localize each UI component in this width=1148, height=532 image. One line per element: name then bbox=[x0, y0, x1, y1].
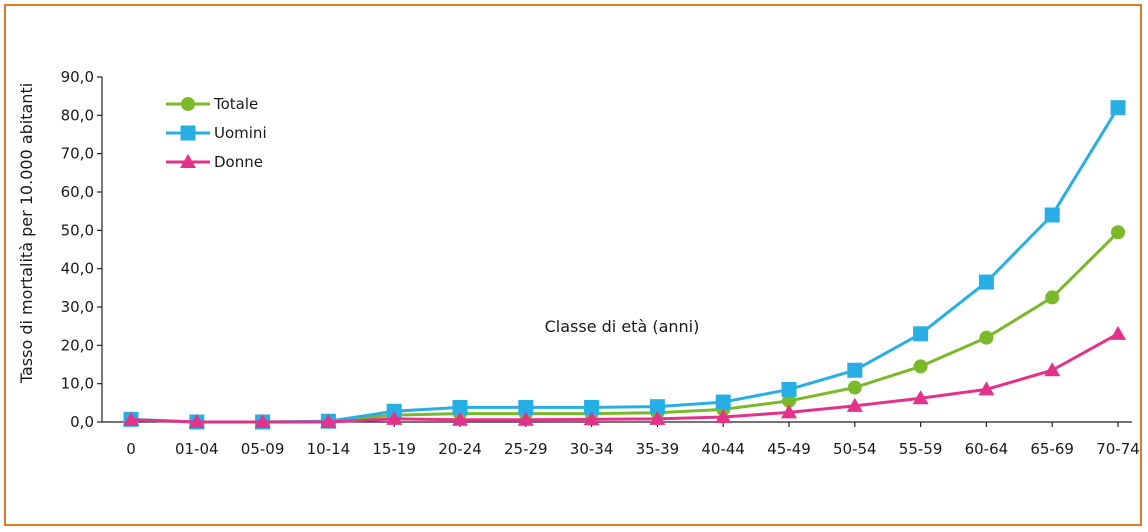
data-point bbox=[782, 393, 796, 408]
data-point bbox=[1045, 290, 1060, 305]
x-tick-label: 20-24 bbox=[438, 440, 482, 458]
y-tick-label: 80,0 bbox=[61, 106, 94, 124]
data-point bbox=[978, 381, 995, 396]
y-tick-label: 10,0 bbox=[61, 375, 94, 393]
data-point bbox=[188, 414, 205, 428]
y-tick-label: 30,0 bbox=[61, 298, 94, 316]
x-tick-label: 35-39 bbox=[636, 440, 680, 458]
chart-frame: 0,0 10,0 20,0 30,0 40,0 50,0 60,0 70,0 80,0 90,0 … bbox=[4, 4, 1142, 526]
data-point bbox=[649, 399, 665, 415]
data-point bbox=[518, 399, 534, 415]
data-point bbox=[320, 414, 337, 428]
legend-item-totale: Totale bbox=[166, 95, 258, 113]
legend-label: Totale bbox=[213, 95, 258, 113]
legend-item-uomini: Uomini bbox=[166, 124, 267, 142]
x-tick-label: 55-59 bbox=[899, 440, 943, 458]
x-tick-label: 05-09 bbox=[241, 440, 285, 458]
series-line bbox=[130, 106, 1120, 424]
x-tick-label: 70-74 bbox=[1096, 440, 1140, 458]
y-tick-label: 50,0 bbox=[61, 221, 94, 239]
data-point bbox=[715, 409, 732, 424]
series-uomini bbox=[123, 100, 1126, 430]
x-tick-label: 15-19 bbox=[372, 440, 416, 458]
series-layer bbox=[123, 100, 1126, 430]
data-point bbox=[847, 362, 863, 378]
x-axis-title: Classe di età (anni) bbox=[545, 317, 700, 336]
x-tick-label: 30-34 bbox=[570, 440, 614, 458]
data-point bbox=[847, 380, 862, 395]
y-axis-ticks: 0,0 10,0 20,0 30,0 40,0 50,0 60,0 70,0 80,0 90,0 bbox=[61, 68, 102, 431]
data-point bbox=[781, 381, 797, 397]
x-tick-label: 25-29 bbox=[504, 440, 548, 458]
data-point bbox=[1044, 362, 1061, 377]
data-point bbox=[1044, 207, 1060, 223]
line-chart: 0,010,020,030,040,050,060,070,080,090,0 … bbox=[17, 68, 1140, 458]
data-point bbox=[254, 414, 271, 428]
series-donne bbox=[123, 325, 1126, 428]
data-point bbox=[979, 330, 994, 345]
data-point bbox=[583, 411, 600, 426]
data-point bbox=[1111, 225, 1125, 240]
data-point bbox=[517, 411, 534, 426]
x-tick-label: 50-54 bbox=[833, 440, 877, 458]
x-tick-label: 0 bbox=[126, 440, 136, 458]
data-point bbox=[978, 274, 994, 290]
data-point bbox=[1110, 100, 1126, 116]
x-tick-label: 65-69 bbox=[1030, 440, 1074, 458]
legend-label: Donne bbox=[214, 153, 263, 171]
x-tick-label: 45-49 bbox=[767, 440, 811, 458]
x-axis-ticks: 0 01-04 05-09 10-14 15-19 20-24 25-29 30-34 35-3… bbox=[126, 422, 1140, 458]
data-point bbox=[452, 399, 468, 415]
data-point bbox=[846, 397, 863, 412]
data-point bbox=[913, 359, 928, 374]
series-line bbox=[130, 332, 1119, 424]
data-point bbox=[123, 411, 139, 426]
legend-item-donne: Donne bbox=[166, 153, 263, 171]
data-point bbox=[649, 410, 666, 425]
data-point bbox=[913, 326, 929, 342]
x-tick-label: 40-44 bbox=[701, 440, 745, 458]
legend-swatch-marker bbox=[180, 125, 196, 141]
legend-swatch-marker bbox=[181, 97, 195, 111]
y-axis-title: Tasso di mortalità per 10.000 abitanti bbox=[17, 83, 36, 384]
data-point bbox=[386, 410, 403, 425]
data-point bbox=[452, 411, 468, 426]
y-tick-label: 70,0 bbox=[61, 145, 94, 163]
y-tick-label: 40,0 bbox=[61, 260, 94, 278]
legend-label: Uomini bbox=[214, 124, 267, 142]
legend-swatch-marker bbox=[180, 154, 196, 168]
data-point bbox=[715, 394, 731, 410]
y-tick-label: 20,0 bbox=[61, 336, 94, 354]
y-tick-label: 0,0 bbox=[70, 413, 94, 431]
x-tick-label: 10-14 bbox=[307, 440, 351, 458]
y-tick-label: 90,0 bbox=[61, 68, 94, 86]
y-tick-label: 60,0 bbox=[61, 183, 94, 201]
legend: Totale Uomini Donne bbox=[166, 95, 267, 171]
x-tick-label: 60-64 bbox=[965, 440, 1009, 458]
data-point bbox=[912, 390, 929, 405]
data-point bbox=[1110, 325, 1126, 340]
x-tick-label: 01-04 bbox=[175, 440, 219, 458]
data-point bbox=[781, 404, 797, 419]
data-point bbox=[584, 399, 600, 415]
